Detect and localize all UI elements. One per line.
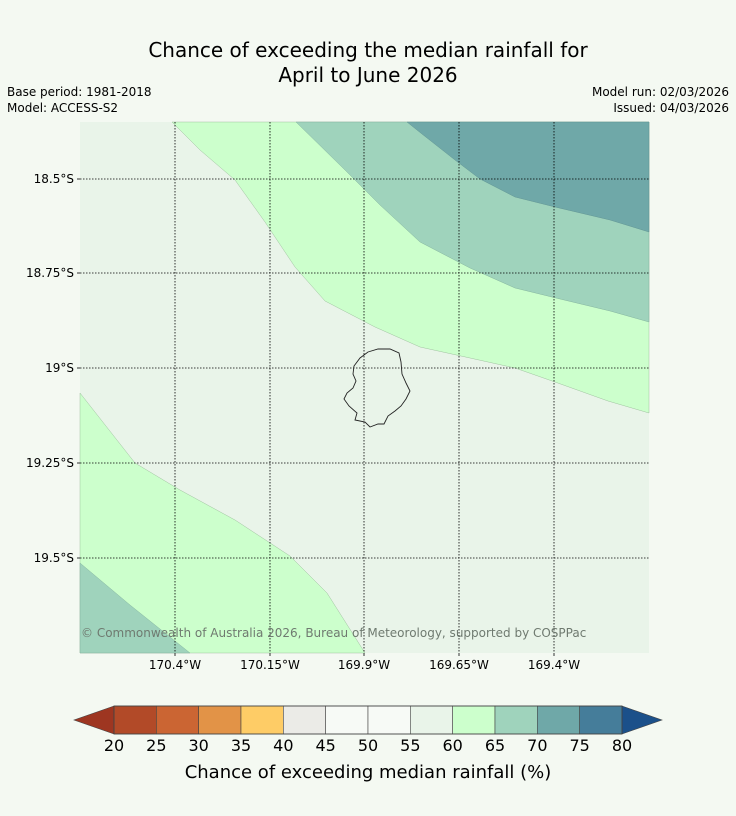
colorbar-title: Chance of exceeding median rainfall (%): [184, 762, 552, 783]
colorbar-cell-45-50: [325, 705, 369, 735]
colorbar-under-arrow: [73, 705, 115, 735]
lat-label-1: 18.5°S: [33, 172, 74, 186]
island-outline: [343, 348, 411, 428]
colorbar-cell-75-80: [579, 705, 623, 735]
colorbar-frame: [113, 705, 623, 735]
colorbar-cell-60-65: [452, 705, 496, 735]
colorbar-cell-70-75: [537, 705, 580, 735]
colorbar-tick-20: 20: [103, 736, 125, 755]
chart-title: Chance of exceeding the median rainfall …: [0, 38, 736, 88]
colorbar-over-arrow: [621, 705, 663, 735]
colorbar-tick-25: 25: [146, 736, 167, 755]
band-sw-65-70: [79, 562, 191, 654]
lon-label-2: 170.15°W: [240, 658, 300, 672]
colorbar-cells: [113, 705, 623, 735]
meta-right: Model run: 02/03/2026 Issued: 04/03/2026: [592, 84, 729, 116]
colorbar-tick-30: 30: [188, 736, 209, 755]
colorbar-tick-75: 75: [569, 736, 590, 755]
gridlines: [80, 122, 649, 653]
colorbar-tick-80: 80: [611, 736, 633, 755]
colorbar-tick-65: 65: [484, 736, 506, 755]
colorbar-tick-70: 70: [527, 736, 548, 755]
lon-label-4: 169.65°W: [429, 658, 489, 672]
band-ne-70-75: [406, 121, 650, 233]
lat-label-4: 19.25°S: [26, 456, 74, 470]
colorbar-tick-45: 45: [315, 736, 336, 755]
colorbar-tick-55: 55: [400, 736, 421, 755]
lat-label-3: 19°S: [45, 361, 74, 375]
colorbar-tick-50: 50: [357, 736, 379, 755]
colorbar-cell-25-30: [156, 705, 199, 735]
meta-left: Base period: 1981-2018 Model: ACCESS-S2: [7, 84, 152, 116]
copyright-notice: © Commonwealth of Australia 2026, Bureau…: [81, 626, 587, 640]
colorbar-cell-40-45: [283, 705, 326, 735]
axis-ticks: [77, 178, 555, 656]
colorbar-tick-35: 35: [230, 736, 252, 755]
map-panel: [77, 121, 650, 656]
lat-label-2: 18.75°S: [26, 266, 74, 280]
colorbar-cell-35-40: [240, 705, 284, 735]
issued-date: Issued: 04/03/2026: [613, 101, 729, 115]
lat-label-5: 19.5°S: [33, 551, 74, 565]
lon-label-3: 169.9°W: [337, 658, 391, 672]
colorbar-cell-20-25: [113, 705, 157, 735]
model-name: Model: ACCESS-S2: [7, 101, 119, 115]
colorbar: [73, 705, 663, 735]
lon-label-5: 169.4°W: [527, 658, 581, 672]
colorbar-cell-65-70: [494, 705, 538, 735]
colorbar-tick-40: 40: [273, 736, 294, 755]
lon-label-1: 170.4°W: [148, 658, 202, 672]
colorbar-tick-60: 60: [442, 736, 463, 755]
base-period: Base period: 1981-2018: [7, 85, 152, 99]
colorbar-cell-55-60: [410, 705, 453, 735]
colorbar-cell-50-55: [367, 705, 411, 735]
model-run: Model run: 02/03/2026: [591, 85, 729, 99]
title-line-1: Chance of exceeding the median rainfall …: [148, 38, 588, 62]
title-line-2: April to June 2026: [278, 63, 458, 87]
colorbar-cell-30-35: [198, 705, 242, 735]
